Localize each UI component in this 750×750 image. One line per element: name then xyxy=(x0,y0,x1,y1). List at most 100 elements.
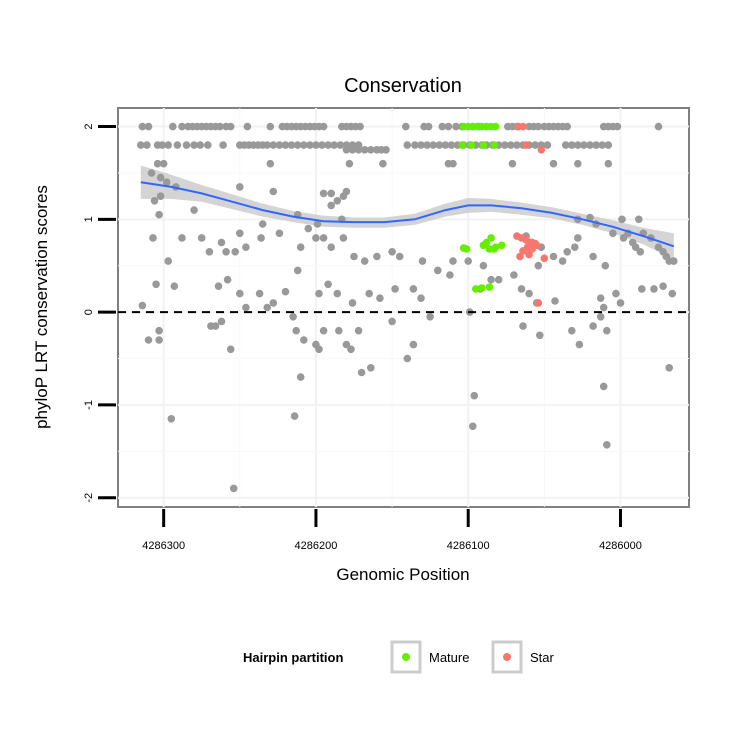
point-other xyxy=(258,220,267,228)
point-other xyxy=(269,187,278,196)
point-other xyxy=(449,257,457,265)
point-other xyxy=(616,299,625,307)
legend-label-star: Star xyxy=(530,650,555,665)
legend-item-mature: Mature xyxy=(390,640,469,674)
point-other xyxy=(388,317,396,326)
point-other xyxy=(289,313,297,321)
point-other xyxy=(354,146,363,154)
point-other xyxy=(613,122,622,131)
point-other xyxy=(306,141,314,149)
point-other xyxy=(525,289,533,298)
point-other xyxy=(327,243,336,251)
point-other xyxy=(300,141,308,149)
point-other xyxy=(339,192,348,200)
point-other xyxy=(654,243,663,251)
point-other xyxy=(242,303,250,312)
point-mature xyxy=(485,283,494,291)
point-other xyxy=(313,220,322,228)
point-star xyxy=(519,122,527,131)
point-other xyxy=(426,313,434,321)
point-other xyxy=(319,122,328,131)
point-other xyxy=(345,159,354,168)
point-other xyxy=(269,141,278,149)
point-mature xyxy=(491,243,500,251)
point-other xyxy=(162,178,171,186)
point-other xyxy=(327,201,336,210)
chart-title: Conservation xyxy=(344,75,462,97)
point-mature xyxy=(497,241,506,250)
point-other xyxy=(435,141,444,149)
point-star xyxy=(522,141,530,149)
point-other xyxy=(266,122,275,131)
smooth-line-layer xyxy=(140,181,675,248)
point-other xyxy=(513,141,521,149)
point-other xyxy=(635,215,643,224)
point-other xyxy=(293,141,302,149)
point-other xyxy=(417,141,425,149)
point-other xyxy=(222,248,230,256)
point-other xyxy=(507,141,515,149)
legend-dot-star xyxy=(503,653,511,661)
point-other xyxy=(388,248,396,256)
point-other xyxy=(330,141,339,149)
point-other xyxy=(155,326,163,335)
point-other xyxy=(438,122,447,131)
point-other xyxy=(441,141,450,149)
point-mature xyxy=(472,285,480,293)
point-mature xyxy=(479,141,488,149)
point-other xyxy=(144,122,153,131)
point-other xyxy=(324,280,332,289)
point-star xyxy=(534,299,543,307)
point-other xyxy=(217,317,226,326)
point-other xyxy=(354,326,363,335)
point-other xyxy=(650,285,658,293)
point-other xyxy=(434,266,442,275)
point-other xyxy=(568,326,576,335)
point-other xyxy=(242,243,250,251)
point-other xyxy=(156,173,165,182)
legend: Hairpin partition Mature Star xyxy=(243,640,555,674)
point-mature xyxy=(487,234,495,242)
point-other xyxy=(423,141,431,149)
point-other xyxy=(360,146,369,154)
point-other xyxy=(158,141,166,149)
point-other xyxy=(395,252,404,261)
point-other xyxy=(631,243,640,251)
point-other xyxy=(604,159,613,168)
point-other xyxy=(534,122,543,131)
point-star xyxy=(525,250,533,259)
point-other xyxy=(147,169,156,177)
point-other xyxy=(348,146,357,154)
point-other xyxy=(424,122,433,131)
point-other xyxy=(599,303,608,312)
point-other xyxy=(216,122,224,131)
point-other xyxy=(290,412,299,420)
point-other xyxy=(360,257,369,265)
point-other xyxy=(219,141,227,149)
point-other xyxy=(519,322,527,330)
point-other xyxy=(266,159,275,168)
point-mature xyxy=(458,141,466,149)
point-other xyxy=(479,261,488,270)
point-other xyxy=(296,243,305,251)
point-other xyxy=(190,141,198,149)
point-other xyxy=(574,159,582,168)
point-other xyxy=(373,252,381,261)
point-other xyxy=(391,285,399,293)
point-other xyxy=(612,289,620,298)
point-other xyxy=(603,326,611,335)
x-tick-label: 4286200 xyxy=(295,540,338,552)
point-other xyxy=(263,141,272,149)
point-other xyxy=(464,257,473,265)
point-other xyxy=(670,257,678,265)
legend-dot-mature xyxy=(402,653,410,661)
point-other xyxy=(558,257,567,265)
point-other xyxy=(589,252,597,261)
point-other xyxy=(214,282,223,291)
point-other xyxy=(293,266,302,275)
point-other xyxy=(275,141,284,149)
point-other xyxy=(517,285,526,293)
point-other xyxy=(137,141,145,149)
point-other xyxy=(324,141,332,149)
x-tick-label: 4286100 xyxy=(447,540,490,552)
